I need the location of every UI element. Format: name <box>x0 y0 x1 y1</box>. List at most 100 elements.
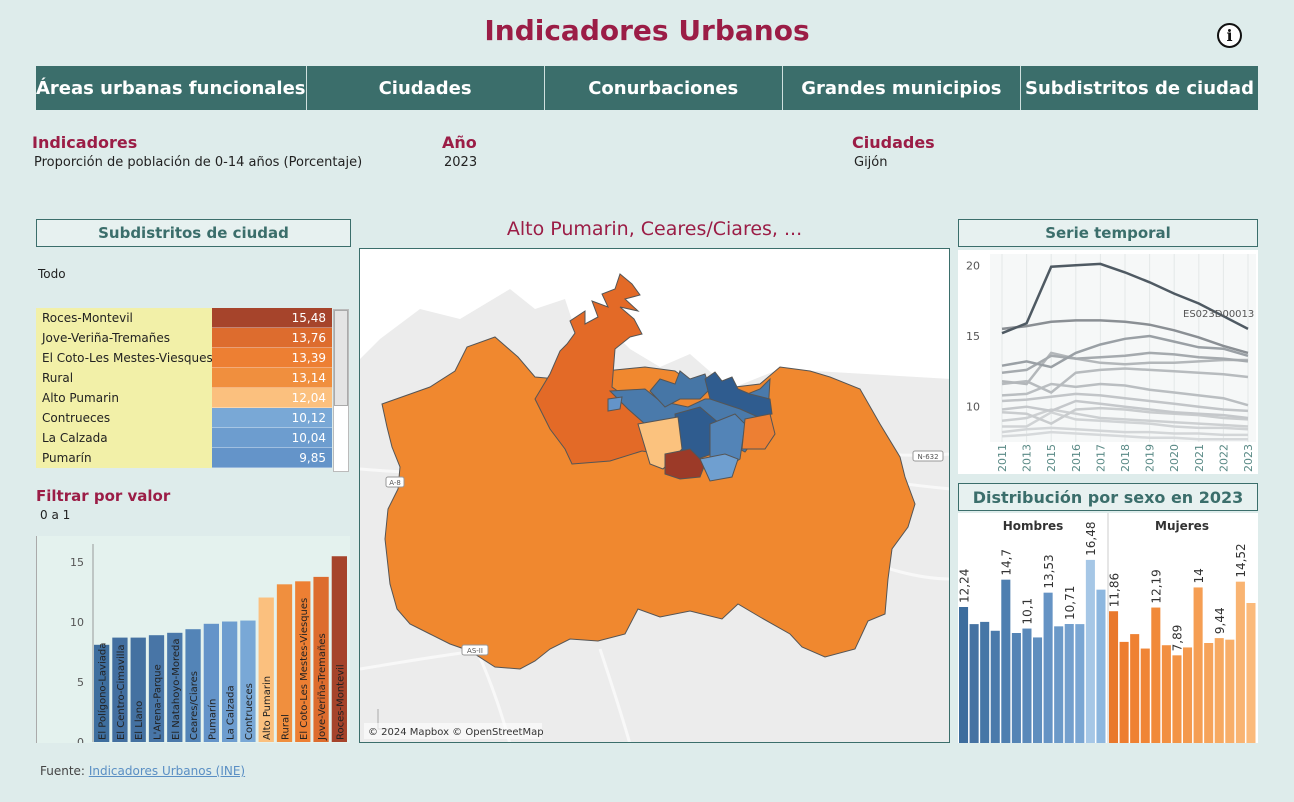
sex-bar-label: 14,7 <box>1000 549 1014 576</box>
map-attribution[interactable]: © 2024 Mapbox © OpenStreetMap <box>368 727 544 738</box>
sex-bar <box>1183 647 1193 743</box>
y-tick-label: 5 <box>77 676 84 689</box>
page-title: Indicadores Urbanos <box>484 14 810 47</box>
tab-subdistritos-de-ciudad[interactable]: Subdistritos de ciudad <box>1024 77 1254 99</box>
sex-bar <box>1193 587 1203 743</box>
serie-temporal-chart: 2011 2013 2015 2016 2017 2018 2019 2020 2021 2022… <box>966 254 1256 472</box>
distribucion-sexo-title: Distribución por sexo en 2023 <box>958 483 1258 511</box>
list-item[interactable]: Contrueces 10,12 <box>36 408 350 428</box>
list-item-name: Rural <box>36 368 212 388</box>
list-item-name: Contrueces <box>36 408 212 428</box>
series-line <box>1001 426 1248 437</box>
y-tick-label: 10 <box>966 401 980 414</box>
list-item[interactable]: Rural 13,14 <box>36 368 350 388</box>
map-region-roces[interactable] <box>664 448 706 480</box>
sex-bar <box>1151 607 1161 743</box>
subdistrito-selector[interactable]: Todo <box>38 267 66 281</box>
tab-bar: Áreas urbanas funcionales Ciudades Conur… <box>36 66 1258 110</box>
y-tick-label: 20 <box>966 259 980 272</box>
sex-bar-label: 14,52 <box>1234 543 1248 577</box>
serie-temporal-title: Serie temporal <box>958 219 1258 247</box>
source-link[interactable]: Indicadores Urbanos (INE) <box>88 764 246 778</box>
ranking-bar-label: El Centro-Cimavilla <box>116 645 127 740</box>
sex-bar-label: 12,24 <box>958 569 971 603</box>
anio-filter-value[interactable]: 2023 <box>444 155 478 170</box>
list-item-name: Alto Pumarin <box>36 388 212 408</box>
sex-bar-label: 13,53 <box>1042 554 1056 588</box>
mujeres-header: Mujeres <box>1155 519 1209 533</box>
ranking-bar-label: Jove-Veriña-Tremañes <box>317 633 328 741</box>
tab-conurbaciones[interactable]: Conurbaciones <box>545 66 783 110</box>
ranking-bar-label: Rural <box>281 714 292 740</box>
map-region-centro[interactable] <box>649 370 711 408</box>
ranking-bar-label: El Natahoyo-Moreda <box>171 639 182 740</box>
sex-bar <box>1022 628 1032 743</box>
ranking-bar <box>203 623 219 742</box>
list-item[interactable]: Alto Pumarin 12,04 <box>36 388 350 408</box>
series-line <box>1001 392 1249 413</box>
list-scrollbar-thumb[interactable] <box>334 310 348 406</box>
sex-bar-label: 16,48 <box>1084 522 1098 556</box>
list-item[interactable]: El Coto-Les Mestes-Viesques 13,39 <box>36 348 350 368</box>
info-icon[interactable]: i <box>1217 23 1242 48</box>
map-attribution-bg <box>364 723 542 739</box>
road-badge-n632 <box>912 450 944 462</box>
sex-bar-label: 14 <box>1192 568 1206 583</box>
map-view[interactable]: N-632 A-8 AS-II © 2024 Mapbox © OpenStre… <box>359 248 950 743</box>
ranking-bar-label: L'Arena-Parque <box>153 664 164 740</box>
sex-bar <box>1161 645 1171 743</box>
sex-bar <box>1172 655 1182 743</box>
sex-bar <box>1214 638 1224 743</box>
sex-bar-label: 12,19 <box>1150 569 1164 603</box>
list-item-value: 13,76 <box>212 328 332 348</box>
series-line <box>1002 410 1249 431</box>
ranking-bar <box>240 620 256 742</box>
sex-bar <box>1033 637 1043 743</box>
list-item[interactable]: Pumarín 9,85 <box>36 448 350 468</box>
map-region-coto[interactable] <box>741 413 776 450</box>
series-line <box>1001 351 1248 386</box>
sex-bar <box>990 630 1000 743</box>
list-item[interactable]: Roces-Montevil 15,48 <box>36 308 350 328</box>
map-region-natahoyo[interactable] <box>607 396 623 412</box>
indicadores-filter-value[interactable]: Proporción de población de 0-14 años (Po… <box>34 155 363 170</box>
ciudades-filter-value[interactable]: Gijón <box>854 155 888 170</box>
series-line <box>1001 351 1249 374</box>
tab-grandes-municipios[interactable]: Grandes municipios <box>783 66 1021 110</box>
series-line <box>1001 319 1249 355</box>
sex-bar <box>1140 648 1150 743</box>
list-item[interactable]: Jove-Veriña-Tremañes 13,76 <box>36 328 350 348</box>
sex-bar <box>1204 643 1214 743</box>
series-line <box>1001 430 1248 441</box>
sex-bar <box>1225 639 1235 743</box>
subdistrito-ranking-list: Roces-Montevil 15,48 Jove-Veriña-Tremañes 1… <box>36 308 350 473</box>
tab-ciudades[interactable]: Ciudades <box>307 66 545 110</box>
sex-bar-label: 11,86 <box>1107 573 1121 607</box>
sex-bar <box>1235 581 1245 743</box>
sex-bar <box>969 624 979 743</box>
map-region-cimavilla[interactable] <box>704 371 773 418</box>
ranking-bar-label: Contrueces <box>244 683 255 740</box>
road-badge-a8 <box>385 476 405 488</box>
list-item-name: Roces-Montevil <box>36 308 212 328</box>
tab-areas-urbanas-funcionales[interactable]: Áreas urbanas funcionales <box>36 66 307 110</box>
map-region-rural[interactable] <box>381 336 916 670</box>
hombres-header: Hombres <box>1003 519 1064 533</box>
series-line <box>1001 408 1249 428</box>
map-region-calzada[interactable] <box>699 453 739 482</box>
series-line <box>1001 382 1249 407</box>
list-item-value: 10,04 <box>212 428 332 448</box>
sex-bar-label: 10,1 <box>1021 598 1035 625</box>
source-footer: Fuente: Indicadores Urbanos (INE) <box>40 764 245 778</box>
filter-by-value-range[interactable]: 0 a 1 <box>40 508 71 522</box>
series-line <box>1001 367 1249 394</box>
map-canvas[interactable]: N-632 A-8 AS-II © 2024 Mapbox © OpenStre… <box>360 249 950 743</box>
ranking-bar-label: El Polígono-Laviada <box>97 643 109 740</box>
list-item[interactable]: La Calzada 10,04 <box>36 428 350 448</box>
filter-by-value-label: Filtrar por valor <box>36 487 171 505</box>
list-item-name: La Calzada <box>36 428 212 448</box>
road-label-asii: AS-II <box>467 647 483 655</box>
x-tick-label: 2018 <box>1119 444 1132 472</box>
ranking-bar <box>258 597 274 742</box>
distribucion-sexo-chart: Hombres Mujeres 12,24 14,7 10,1 13,53 10,71 1… <box>958 513 1256 743</box>
